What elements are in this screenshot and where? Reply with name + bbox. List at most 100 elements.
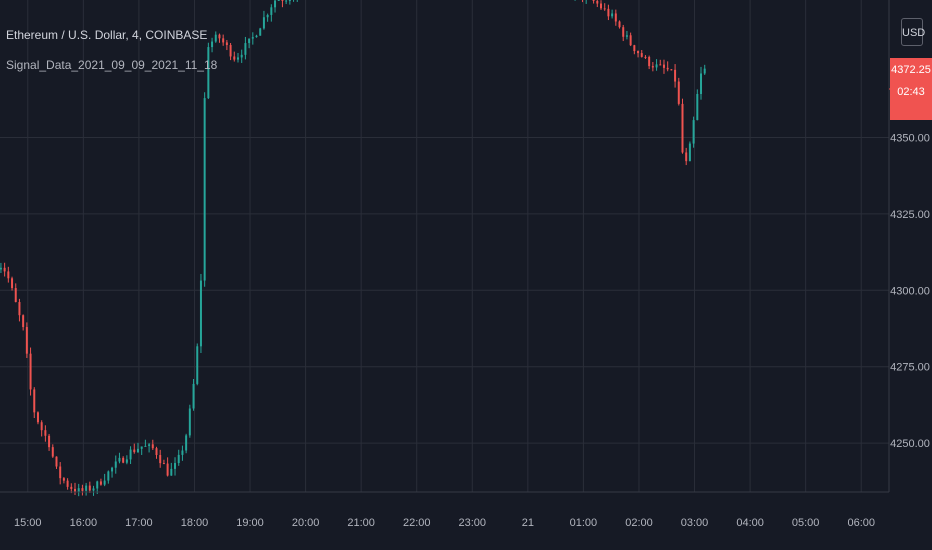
candle-body [670,69,673,71]
candle-body [640,53,643,57]
candle-body [251,37,254,39]
candle-body [11,278,14,289]
candle-body [655,64,658,68]
candle-body [22,315,25,328]
candle-body [55,456,58,467]
candle-body [244,43,247,55]
candle-body [633,45,636,52]
candle-body [29,353,32,390]
candle-body [622,27,625,37]
candle-body [111,467,114,472]
candle-body [162,463,165,465]
candle-body [288,0,291,2]
candle-body [240,54,243,58]
candle-body [607,8,610,17]
candle-body [88,485,91,491]
candle-body [122,457,125,463]
candle-body [207,47,210,99]
candle-body [51,447,54,457]
candle-body [203,98,206,281]
candle-body [103,480,106,485]
candle-body [281,0,284,1]
x-tick-label: 18:00 [181,517,209,529]
price-axis[interactable]: 4250.00 4275.00 4300.00 4325.00 4350.00 [890,133,930,451]
candle-body [33,389,36,413]
candle-body [133,449,136,453]
candle-body [177,454,180,464]
candle-body [637,51,640,54]
candle-body [651,66,654,68]
candle-body [185,435,188,451]
candle-body [36,412,39,423]
last-price-value: 4372.25 [891,64,931,76]
candle-body [151,444,154,449]
candle-body [614,13,617,22]
candle-body [170,468,173,476]
candle-body [155,448,158,456]
candle-body [85,485,88,491]
candle-body [3,267,6,272]
x-tick-label: 05:00 [792,517,820,529]
x-tick-label: 22:00 [403,517,431,529]
y-tick-label: 4350.00 [890,133,930,145]
candle-body [666,67,669,70]
candle-body [674,69,677,82]
candle-body [659,64,662,66]
candle-body [222,38,225,43]
candle-body [114,461,117,468]
candle-body [77,488,80,492]
candle-body [214,34,217,42]
candle-body [596,0,599,4]
candle-body [677,81,680,104]
x-tick-label: 03:00 [681,517,709,529]
candle-body [703,68,706,74]
candle-body [229,45,232,57]
candle-body [255,35,258,38]
x-tick-label: 15:00 [14,517,42,529]
candle-body [125,459,128,463]
candle-body [59,466,62,479]
candle-body [192,383,195,409]
candle-body [600,3,603,9]
candle-body [48,435,51,448]
x-tick-label: 02:00 [625,517,653,529]
candle-body [618,21,621,28]
candle-body [74,488,77,492]
candle-body [603,8,606,10]
x-tick-label: 21:00 [347,517,375,529]
candle-body [92,488,95,491]
x-tick-label: 21 [522,517,534,529]
x-tick-label: 04:00 [736,517,764,529]
candle-body [148,444,151,446]
candle-body [644,56,647,58]
candle-body [129,449,132,460]
candle-body [211,41,214,48]
candle-body [81,488,84,491]
x-tick-label: 16:00 [70,517,98,529]
candle-body [166,463,169,476]
currency-button[interactable]: USD [901,18,925,46]
candle-body [592,0,595,1]
candle-body [199,280,202,347]
y-tick-label: 4275.00 [890,362,930,374]
candle-body [692,120,695,144]
candle-body [611,13,614,17]
grid-layer [0,0,889,492]
candle-body [274,0,277,8]
x-tick-label: 01:00 [570,517,598,529]
candle-body [233,56,236,60]
time-axis[interactable]: 15:00 16:00 17:00 18:00 19:00 20:00 21:00 22:00… [14,517,875,529]
candle-body [62,478,65,481]
x-tick-label: 06:00 [847,517,875,529]
candle-body [40,422,43,431]
candle-body [18,302,21,316]
x-tick-label: 20:00 [292,517,320,529]
x-tick-label: 19:00 [236,517,264,529]
candle-body [700,73,703,94]
candle-body [259,28,262,36]
candle-body [688,143,691,162]
candle-body [266,14,269,18]
candle-body [662,64,665,68]
